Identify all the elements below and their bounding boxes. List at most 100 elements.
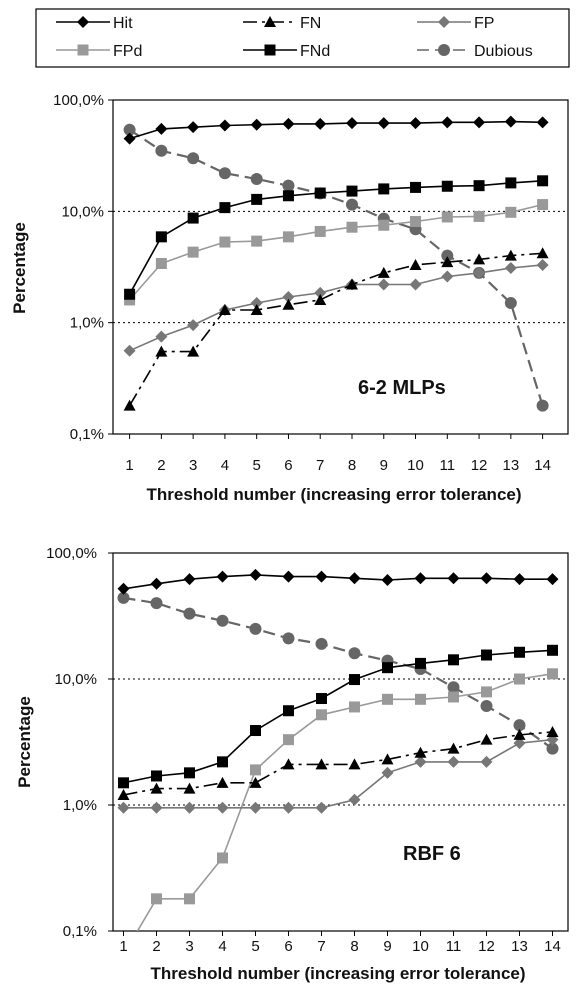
x-tick-label: 4	[221, 457, 229, 474]
data-point-hit	[348, 572, 361, 585]
data-point-fn	[381, 753, 394, 765]
y-tick-label: 1,0%	[70, 315, 104, 332]
plot-area-frame	[112, 552, 569, 932]
data-point-fpd	[448, 691, 459, 703]
data-point-fpd	[124, 294, 136, 306]
data-point-fp	[447, 755, 460, 768]
data-point-fp	[409, 278, 422, 291]
legend-entry-fpd: FPd	[56, 43, 142, 60]
data-point-fnd	[382, 662, 393, 674]
data-point-dubious	[155, 144, 168, 157]
legend-label: Dubious	[474, 43, 533, 60]
data-point-fpd	[151, 893, 162, 905]
legend-entry-fp: FP	[417, 15, 494, 32]
data-point-fpd	[187, 246, 199, 258]
data-point-fp	[282, 801, 295, 814]
legend-label: FNd	[300, 43, 330, 60]
x-tick-label: 4	[218, 938, 226, 955]
x-tick-label: 2	[152, 938, 160, 955]
data-point-hit	[473, 116, 486, 129]
x-tick-label: 1	[119, 938, 127, 955]
data-point-fnd	[514, 646, 525, 658]
data-point-fn	[447, 742, 460, 754]
data-point-fnd	[349, 674, 360, 686]
series-line-fn	[123, 731, 553, 796]
data-point-fn	[218, 303, 231, 315]
data-point-dubious	[441, 249, 454, 262]
x-tick-label: 9	[383, 938, 391, 955]
data-point-fnd	[547, 644, 558, 656]
x-tick-label: 6	[284, 938, 292, 955]
chart-rbf: 0,1%1,0%10,0%100,0% 1 2 3 4 5 6 7 8 9 10 11 12 13 14 …	[15, 545, 569, 983]
data-point-hit	[536, 116, 549, 129]
data-point-dubious	[504, 297, 517, 310]
x-tick-label: 11	[440, 457, 456, 474]
series-fpd	[124, 199, 549, 306]
data-point-hit	[409, 117, 422, 130]
data-point-fnd	[250, 725, 261, 737]
data-point-dubious	[315, 637, 328, 650]
data-point-hit	[315, 570, 328, 583]
data-point-fpd	[155, 257, 167, 269]
data-point-fn	[504, 249, 517, 261]
data-point-fn	[249, 776, 262, 788]
legend-entry-dubious: Dubious	[417, 43, 533, 60]
data-point-fp	[381, 766, 394, 779]
data-point-fnd	[151, 770, 162, 782]
data-point-fnd	[118, 777, 129, 789]
x-tick-label: 14	[534, 457, 551, 474]
data-point-hit	[513, 573, 526, 586]
data-point-dubious	[187, 152, 200, 165]
data-point-fnd	[282, 190, 294, 202]
data-point-hit	[377, 117, 390, 130]
x-tick-label: 11	[446, 938, 462, 955]
data-point-fnd	[537, 175, 549, 187]
data-point-fn	[123, 399, 136, 411]
x-tick-label: 5	[253, 457, 261, 474]
data-point-dubious	[218, 167, 231, 180]
legend-label: FPd	[113, 43, 142, 60]
data-point-fnd	[505, 177, 517, 189]
data-point-hit	[504, 115, 517, 128]
data-point-hit	[250, 118, 263, 131]
legend-frame	[35, 8, 570, 68]
series-fn	[117, 725, 559, 801]
data-point-hit	[314, 117, 327, 130]
data-point-fpd	[217, 852, 228, 864]
legend-label: FP	[474, 15, 494, 32]
data-point-fp	[282, 291, 295, 304]
legend-entry-fnd: FNd	[243, 43, 330, 60]
data-point-fp	[117, 801, 130, 814]
y-axis-label: Percentage	[10, 222, 29, 314]
data-point-fpd	[283, 734, 294, 746]
legend-marker-fp	[438, 16, 450, 28]
data-point-fnd	[473, 180, 485, 192]
legend-label: FN	[300, 15, 321, 32]
data-point-dubious	[249, 622, 262, 635]
data-point-fn	[441, 256, 454, 268]
x-tick-label: 7	[316, 457, 324, 474]
data-point-fpd	[481, 686, 492, 698]
series-fn	[123, 247, 549, 411]
data-point-fn	[150, 782, 163, 794]
data-point-dubious	[536, 399, 549, 412]
data-point-fpd	[441, 211, 453, 223]
series-fnd	[118, 644, 558, 789]
data-point-fnd	[415, 657, 426, 669]
data-point-fp	[504, 261, 517, 274]
data-point-fnd	[124, 288, 136, 300]
data-point-dubious	[282, 632, 295, 645]
data-point-fnd	[481, 649, 492, 661]
data-point-fn	[250, 303, 263, 315]
y-axis-label: Percentage	[15, 696, 34, 788]
data-point-fn	[282, 298, 295, 310]
x-tick-label: 8	[350, 938, 358, 955]
x-tick-label: 6	[284, 457, 292, 474]
series-hit	[117, 568, 559, 595]
x-tick-label: 1	[125, 457, 133, 474]
data-point-hit	[441, 116, 454, 129]
data-point-hit	[414, 572, 427, 585]
data-point-fpd	[219, 236, 231, 248]
data-point-dubious	[348, 647, 361, 660]
y-tick-label: 100,0%	[46, 545, 97, 562]
